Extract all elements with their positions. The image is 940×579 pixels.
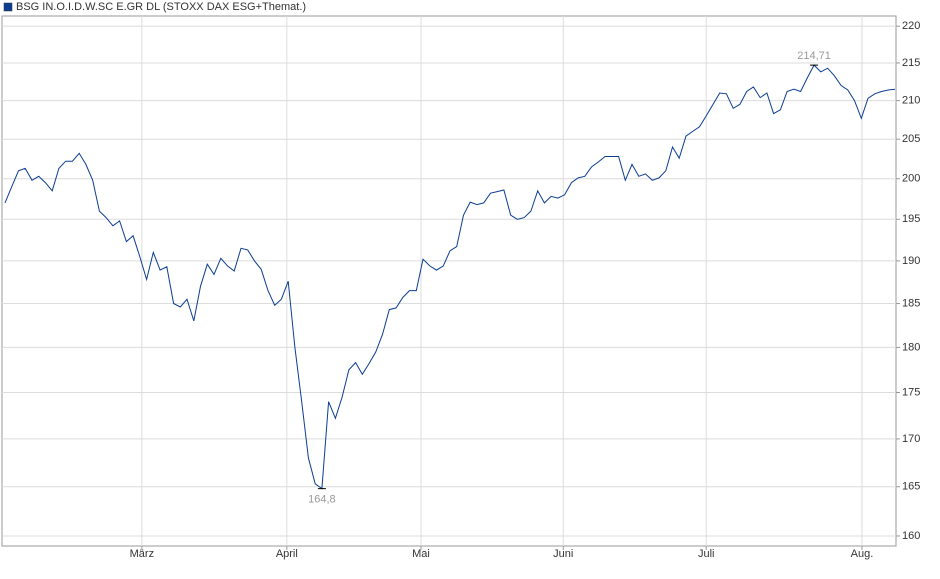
y-tick-label: 200	[902, 173, 920, 185]
annotation-label: 164,8	[308, 494, 336, 506]
y-tick-label: 190	[902, 255, 920, 267]
x-tick-label: Juli	[698, 548, 715, 560]
plot-frame	[1, 15, 897, 547]
annotation-label: 214,71	[797, 50, 831, 62]
x-tick-label: Mai	[412, 548, 430, 560]
x-tick-label: Juni	[553, 548, 573, 560]
x-tick-label: März	[130, 548, 154, 560]
x-tick-label: April	[276, 548, 298, 560]
y-tick-label: 160	[902, 530, 920, 542]
legend-swatch	[3, 2, 13, 12]
y-tick-label: 220	[902, 20, 920, 32]
y-tick-label: 215	[902, 57, 920, 69]
y-tick-label: 180	[902, 341, 920, 353]
price-line	[4, 64, 896, 490]
y-tick-label: 205	[902, 133, 920, 145]
y-tick-label: 175	[902, 386, 920, 398]
y-tick-label: 165	[902, 481, 920, 493]
chart-title: BSG IN.O.I.D.W.SC E.GR DL (STOXX DAX ESG…	[16, 1, 306, 13]
y-tick-label: 185	[902, 297, 920, 309]
y-tick-label: 195	[902, 213, 920, 225]
y-tick-label: 210	[902, 95, 920, 107]
x-tick-label: Aug.	[851, 548, 874, 560]
y-tick-label: 170	[902, 433, 920, 445]
